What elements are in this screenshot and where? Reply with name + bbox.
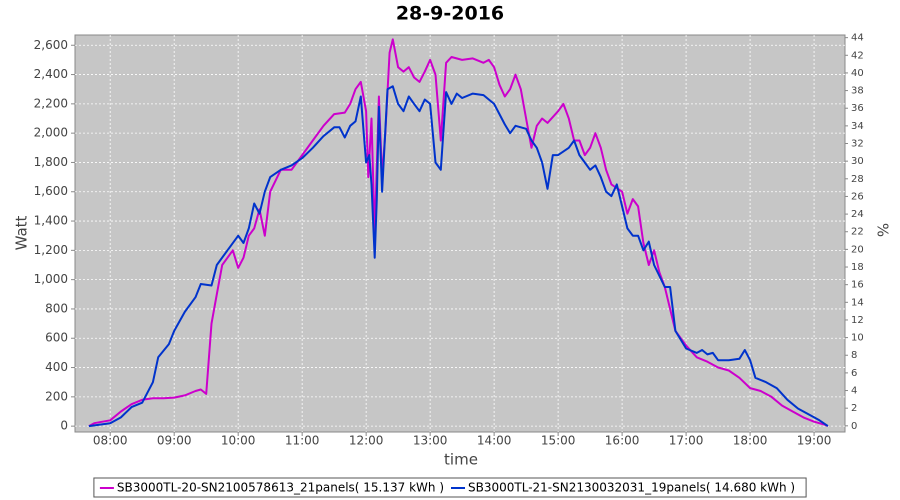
- y-tick-label: 400: [45, 360, 68, 374]
- x-tick-label: 09:00: [157, 434, 192, 448]
- y2-tick-label: 18: [851, 262, 864, 273]
- legend-label: SB3000TL-20-SN2100578613_21panels( 15.13…: [117, 481, 444, 495]
- y2-tick-label: 42: [851, 50, 864, 61]
- y2-tick-label: 20: [851, 244, 864, 255]
- y2-tick-label: 26: [851, 191, 864, 202]
- x-axis-label: time: [444, 451, 478, 469]
- x-tick-label: 12:00: [349, 434, 384, 448]
- chart-title: 28-9-2016: [396, 3, 504, 25]
- series-line: [88, 38, 829, 428]
- y2-tick-label: 4: [851, 386, 857, 397]
- x-tick-label: 11:00: [285, 434, 320, 448]
- y2-tick-label: 16: [851, 280, 864, 291]
- series-line: [88, 85, 829, 428]
- y2-tick-label: 36: [851, 103, 864, 114]
- y2-tick-label: 14: [851, 297, 864, 308]
- x-tick-label: 13:00: [413, 434, 448, 448]
- plot-area: [74, 34, 846, 433]
- y2-tick-label: 8: [851, 350, 857, 361]
- y2-tick-label: 24: [851, 209, 864, 220]
- x-tick-label: 08:00: [93, 434, 128, 448]
- x-tick-label: 18:00: [733, 434, 768, 448]
- x-tick-label: 16:00: [605, 434, 640, 448]
- y2-tick-label: 12: [851, 315, 864, 326]
- x-tick-label: 19:00: [797, 434, 832, 448]
- y2-tick-label: 44: [851, 33, 864, 44]
- y-tick-label: 1,200: [34, 243, 68, 257]
- y2-tick-label: 0: [851, 421, 857, 432]
- legend-box: [93, 477, 807, 498]
- y2-tick-label: 10: [851, 333, 864, 344]
- x-tick-label: 17:00: [669, 434, 704, 448]
- y2-tick-label: 28: [851, 174, 864, 185]
- y2-tick-label: 40: [851, 68, 864, 79]
- x-tick-label: 14:00: [477, 434, 512, 448]
- y-tick-label: 200: [45, 389, 68, 403]
- y2-tick-label: 34: [851, 121, 864, 132]
- y2-tick-label: 30: [851, 156, 864, 167]
- y-tick-label: 2,000: [34, 126, 68, 140]
- y-tick-label: 1,800: [34, 155, 68, 169]
- y-tick-label: 1,000: [34, 272, 68, 286]
- x-tick-label: 15:00: [541, 434, 576, 448]
- y-tick-label: 800: [45, 301, 68, 315]
- legend-label: SB3000TL-21-SN2130032031_19panels( 14.68…: [468, 481, 795, 495]
- y-tick-label: 0: [60, 419, 68, 433]
- y-axis-label: Watt: [13, 215, 31, 250]
- y-tick-label: 2,600: [34, 38, 68, 52]
- y-tick-label: 600: [45, 331, 68, 345]
- y2-tick-label: 32: [851, 139, 864, 150]
- x-tick-label: 10:00: [221, 434, 256, 448]
- y-tick-label: 1,400: [34, 214, 68, 228]
- y-tick-label: 2,200: [34, 96, 68, 110]
- y2-tick-label: 6: [851, 368, 857, 379]
- y2-tick-label: 22: [851, 227, 864, 238]
- y2-axis-label: %: [874, 223, 892, 237]
- y-tick-label: 2,400: [34, 67, 68, 81]
- y-tick-label: 1,600: [34, 184, 68, 198]
- y2-tick-label: 2: [851, 403, 857, 414]
- y2-tick-label: 38: [851, 86, 864, 97]
